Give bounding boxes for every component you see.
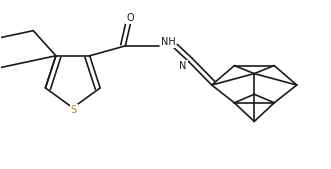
Text: N: N: [179, 61, 187, 71]
Text: S: S: [71, 105, 77, 115]
Text: O: O: [126, 13, 134, 23]
Text: NH: NH: [161, 37, 175, 47]
